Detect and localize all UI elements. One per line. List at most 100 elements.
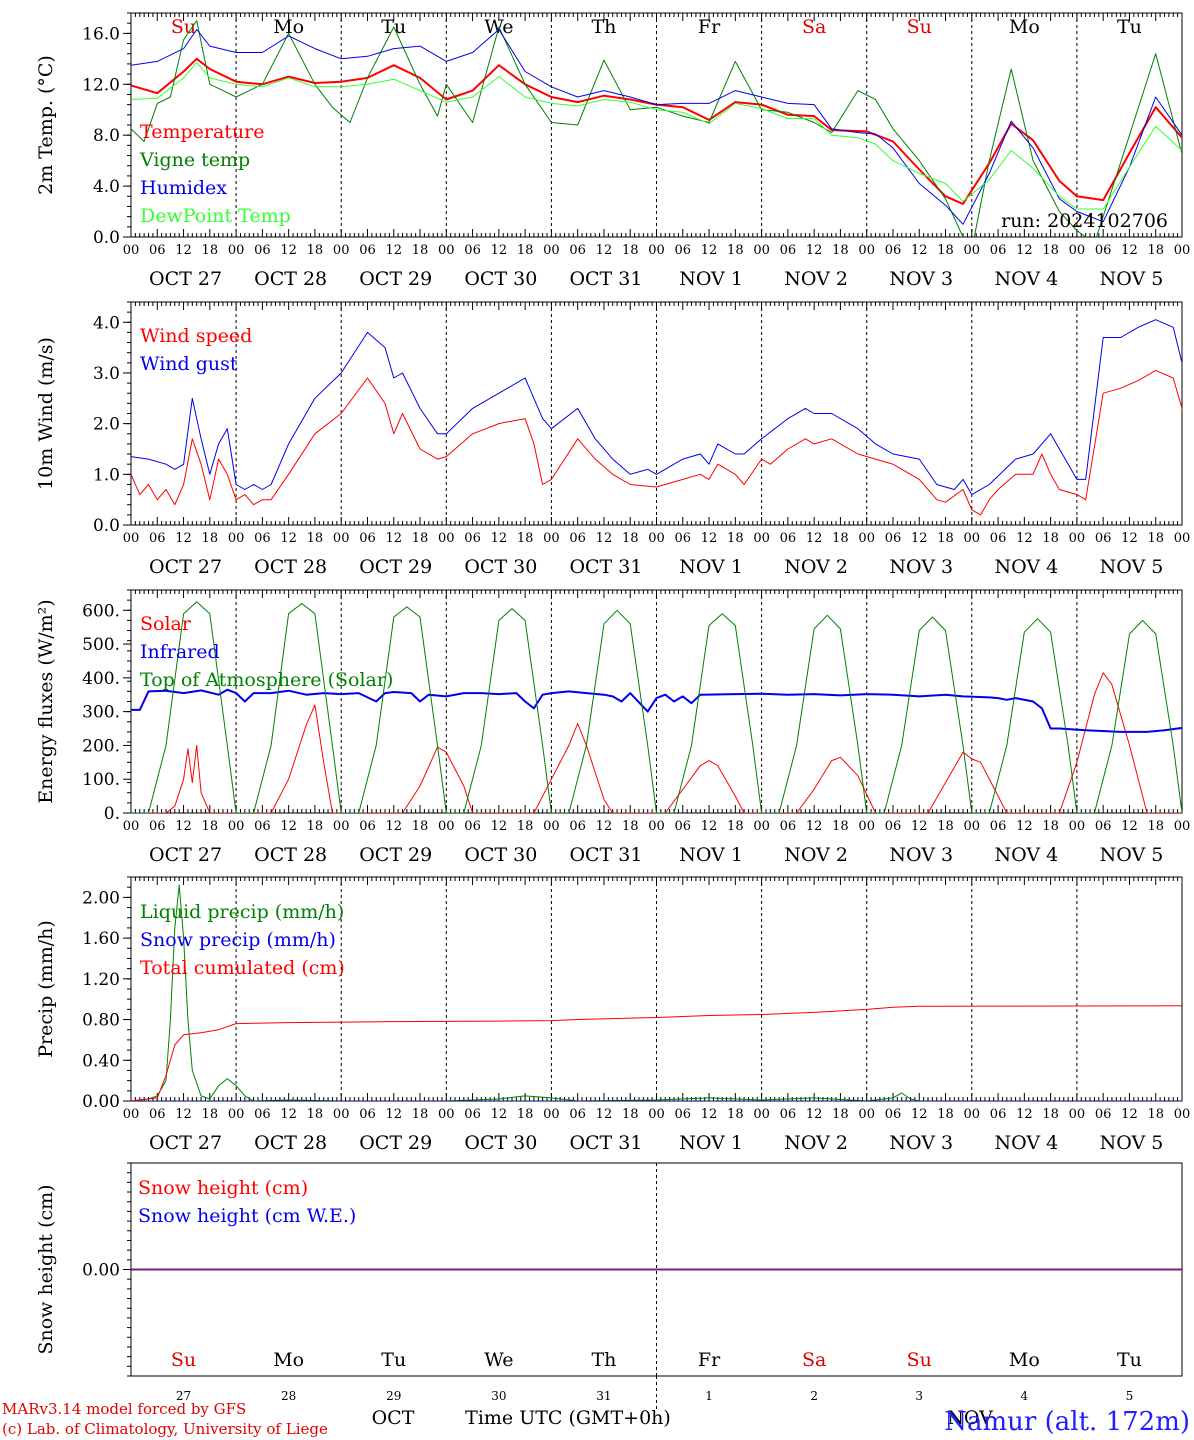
- hour-tick-label: 00: [333, 243, 350, 258]
- y-tick-label: 400.: [82, 669, 120, 689]
- month-label-oct: OCT: [372, 1407, 415, 1429]
- hour-tick-label: 00: [964, 531, 981, 546]
- hour-tick-label: 06: [254, 531, 271, 546]
- y-tick-label: 16.0: [82, 24, 120, 44]
- date-label: NOV 4: [994, 268, 1058, 290]
- weekday-label: Fr: [698, 16, 721, 38]
- date-label: NOV 4: [994, 1132, 1058, 1154]
- date-label: OCT 28: [254, 268, 327, 290]
- hour-tick-label: 00: [753, 243, 770, 258]
- hour-tick-label: 00: [123, 531, 140, 546]
- hour-tick-label: 12: [596, 243, 613, 258]
- hour-tick-label: 12: [806, 531, 823, 546]
- hour-tick-label: 06: [254, 1107, 271, 1122]
- date-label: OCT 30: [464, 1132, 537, 1154]
- hour-tick-label: 12: [280, 531, 297, 546]
- weekday-label: Mo: [1009, 16, 1040, 38]
- hour-tick-label: 12: [806, 819, 823, 834]
- date-label: OCT 28: [254, 844, 327, 866]
- hour-tick-label: 00: [648, 819, 665, 834]
- hour-tick-label: 12: [385, 819, 402, 834]
- hour-tick-label: 06: [990, 819, 1007, 834]
- weekday-label: Sa: [802, 1349, 826, 1371]
- panel-3: 00 06 12 18 OCT 27 00 06 12 18 OCT 28 00 06 12 18 OCT …: [35, 589, 1190, 866]
- y-axis-label: Snow height (cm): [35, 1184, 57, 1354]
- hour-tick-label: 06: [885, 819, 902, 834]
- y-tick-label: 1.0: [93, 465, 120, 485]
- hour-tick-label: 18: [937, 819, 954, 834]
- y-tick-label: 1.60: [82, 929, 120, 949]
- y-tick-label: 1.20: [82, 970, 120, 990]
- hour-tick-label: 18: [622, 243, 639, 258]
- hour-tick-label: 12: [701, 819, 718, 834]
- hour-tick-label: 06: [675, 1107, 692, 1122]
- date-label: NOV 5: [1100, 1132, 1164, 1154]
- date-label: NOV 3: [889, 556, 953, 578]
- panel-5: 27 28 29 30 31 1 2 3 4 5 Su Mo Tu We Th Fr Sa Su Mo Tu 0.00 S…: [35, 1162, 1183, 1412]
- hour-tick-label: 06: [1095, 819, 1112, 834]
- date-label: NOV 2: [784, 268, 848, 290]
- hour-tick-label: 06: [885, 1107, 902, 1122]
- hour-tick-label: 06: [780, 1107, 797, 1122]
- hour-tick-label: 06: [569, 1107, 586, 1122]
- hour-tick-label: 00: [964, 243, 981, 258]
- weekday-label: Th: [591, 1349, 616, 1371]
- hour-tick-label: 06: [675, 243, 692, 258]
- hour-tick-label: 12: [280, 1107, 297, 1122]
- y-tick-label: 2.0: [93, 415, 120, 435]
- hour-tick-label: 18: [517, 819, 534, 834]
- hour-tick-label: 00: [753, 531, 770, 546]
- hour-tick-label: 12: [385, 243, 402, 258]
- x-axis-title: Time UTC (GMT+0h): [465, 1407, 671, 1429]
- hour-tick-label: 06: [149, 819, 166, 834]
- hour-tick-label: 12: [596, 819, 613, 834]
- weekday-label: Su: [907, 16, 932, 38]
- hour-tick-label: 12: [1121, 819, 1138, 834]
- y-tick-label: 500.: [82, 635, 120, 655]
- series-line: [131, 319, 1182, 496]
- date-label: OCT 29: [359, 844, 432, 866]
- date-label: OCT 28: [254, 556, 327, 578]
- date-label: NOV 3: [889, 1132, 953, 1154]
- date-label: OCT 30: [464, 844, 537, 866]
- weekday-label: Tu: [381, 1349, 406, 1371]
- hour-tick-label: 12: [491, 1107, 508, 1122]
- hour-tick-label: 18: [1042, 243, 1059, 258]
- hour-tick-label: 18: [832, 531, 849, 546]
- station-label: Namur (alt. 172m): [944, 1407, 1190, 1437]
- series-group: [131, 601, 1182, 813]
- hour-tick-label: 00: [123, 1107, 140, 1122]
- hour-tick-label: 00: [858, 1107, 875, 1122]
- hour-tick-label: 06: [1095, 1107, 1112, 1122]
- hour-tick-label: 12: [911, 531, 928, 546]
- legend-entry: Vigne temp: [139, 149, 250, 171]
- hour-tick-label: 12: [1016, 819, 1033, 834]
- date-label: OCT 30: [464, 556, 537, 578]
- hour-tick-label: 12: [1016, 243, 1033, 258]
- series-line: [131, 369, 1182, 516]
- weekday-label: Su: [907, 1349, 932, 1371]
- hour-tick-label: 12: [175, 819, 192, 834]
- day-number-label: 1: [705, 1389, 713, 1403]
- hour-tick-label: 00: [964, 1107, 981, 1122]
- date-label: NOV 2: [784, 1132, 848, 1154]
- legend-entry: Snow height (cm W.E.): [138, 1205, 356, 1227]
- legend-entry: Wind gust: [140, 353, 238, 375]
- legend-entry: Wind speed: [140, 325, 252, 347]
- hour-tick-label: 00: [1069, 1107, 1086, 1122]
- hour-tick-label: 06: [990, 243, 1007, 258]
- y-tick-label: 0.0: [93, 228, 120, 248]
- hour-tick-label: 06: [990, 531, 1007, 546]
- hour-tick-label: 00: [753, 819, 770, 834]
- hour-tick-label: 18: [832, 243, 849, 258]
- y-tick-label: 8.0: [93, 126, 120, 146]
- hour-tick-label: 18: [517, 243, 534, 258]
- hour-tick-label: 00: [123, 243, 140, 258]
- hour-tick-label: 12: [911, 1107, 928, 1122]
- hour-tick-label: 00: [228, 531, 245, 546]
- hour-tick-label: 00: [648, 1107, 665, 1122]
- legend-entry: Total cumulated (cm): [140, 957, 345, 979]
- hour-tick-label: 06: [464, 819, 481, 834]
- hour-tick-label: 00: [543, 1107, 560, 1122]
